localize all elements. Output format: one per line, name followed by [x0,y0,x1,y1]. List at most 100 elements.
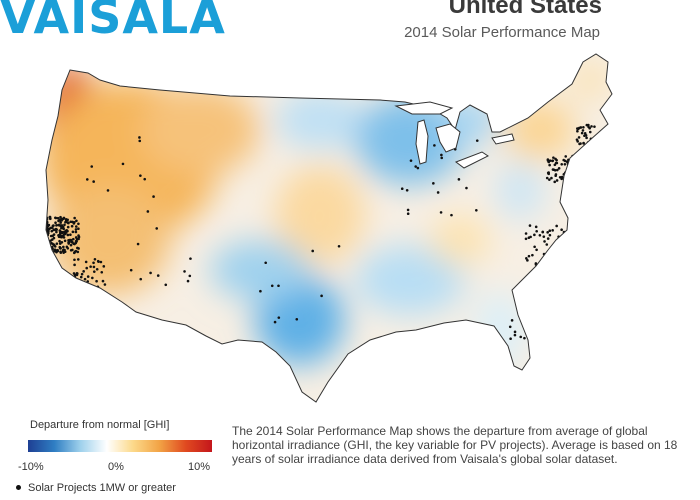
solar-project-dot [63,239,67,243]
solar-project-dot [73,258,76,262]
map-description: The 2014 Solar Performance Map shows the… [232,424,678,466]
solar-project-dot [552,156,555,159]
solar-project-dot [564,155,568,158]
solar-project-dot [56,248,59,252]
solar-project-dot [70,224,74,228]
solar-project-dot [590,125,593,128]
solar-project-dot [533,245,536,249]
solar-project-dot [585,136,588,140]
solar-project-dot [46,237,47,240]
solar-project-dot [74,230,78,234]
lake-erie [454,151,489,169]
solar-project-dot [51,234,55,238]
solar-project-dot [64,217,68,221]
solar-project-dot [548,233,552,237]
solar-project-dot [67,241,70,244]
solar-project-dot [152,195,155,198]
solar-project-dot [67,221,70,225]
solar-project-dot [550,260,554,264]
solar-project-dot [73,263,76,267]
solar-project-dot [528,326,531,329]
solar-project-dot [106,189,110,192]
solar-project-dot [46,251,49,254]
solar-project-dot [101,279,105,283]
solar-project-dot [54,227,58,231]
legend-tick-min: -10% [18,461,44,473]
solar-project-dot [95,279,98,283]
solar-project-dot [43,233,46,236]
solar-project-dot [69,248,73,252]
solar-project-dot [524,232,528,235]
solar-project-dot [264,261,267,265]
solar-project-dot [416,166,420,170]
solar-project-dot [71,230,75,234]
solar-project-dot [85,178,89,181]
solar-project-dot [543,240,546,243]
solar-project-dot [92,180,95,183]
solar-project-dot [513,333,517,337]
solar-project-dot [46,221,47,224]
solar-project-dot [523,336,526,340]
solar-project-dot [59,251,63,254]
solar-project-dot [48,251,52,254]
solar-project-dot [149,271,152,275]
solar-project-dot [320,294,323,298]
solar-project-dot [510,319,514,322]
solar-project-dot [584,134,588,137]
solar-project-dot [558,246,561,250]
solar-project-dot [143,177,147,181]
solar-project-dot [46,247,49,250]
solar-project-dot [74,225,78,228]
solar-project-dot [553,260,556,264]
solar-project-dot [568,175,571,179]
solar-project-dot [77,227,80,230]
solar-project-dot [550,252,554,256]
solar-project-dot [46,247,49,251]
solar-project-dot [557,243,561,247]
solar-project-dot [74,239,78,243]
solar-project-dot [554,253,558,256]
solar-project-dot [552,250,555,254]
solar-project-dot [547,160,551,164]
solar-project-dot [531,253,534,257]
solar-project-dot [432,182,435,185]
solar-project-dot [65,229,68,232]
solar-project-dot [535,229,538,233]
solar-project-dot [522,319,526,322]
solar-project-dot [554,161,558,165]
solar-project-dot [76,258,80,261]
solar-project-dot [526,319,530,323]
solar-project-dot [277,316,281,319]
solar-project-dot [440,156,444,160]
solar-project-dot [155,227,159,230]
solar-project-dot [43,225,46,228]
solar-project-dot [542,262,546,266]
solar-project-dot [562,158,566,162]
solar-project-dot [548,178,551,181]
solar-project-dot [580,131,584,135]
solar-project-dot [73,242,76,246]
solar-project-dot [89,265,92,268]
solar-project-dot [85,266,89,270]
solar-project-dot [83,277,87,281]
solar-project-dot [577,127,580,131]
solar-project-dot [55,224,58,227]
solar-project-dot [571,163,574,166]
solar-project-dot [121,162,125,166]
solar-project-dot [546,231,549,234]
solar-project-dot [555,240,559,244]
solar-project-dot [52,236,56,240]
solar-project-dot [55,230,58,234]
solar-project-dot [572,182,575,185]
legend-color-scale [28,440,212,452]
map-subtitle: 2014 Solar Performance Map [404,24,600,41]
solar-project-dot [551,159,555,162]
solar-project-dot [554,243,557,247]
solar-project-dot [60,241,64,244]
lake-ontario [491,133,515,145]
vaisala-logo: VAISALA [0,0,226,44]
solar-project-dot [553,180,557,184]
lake-huron [435,123,461,153]
solar-project-dot [567,175,570,179]
solar-project-dot [570,174,573,178]
